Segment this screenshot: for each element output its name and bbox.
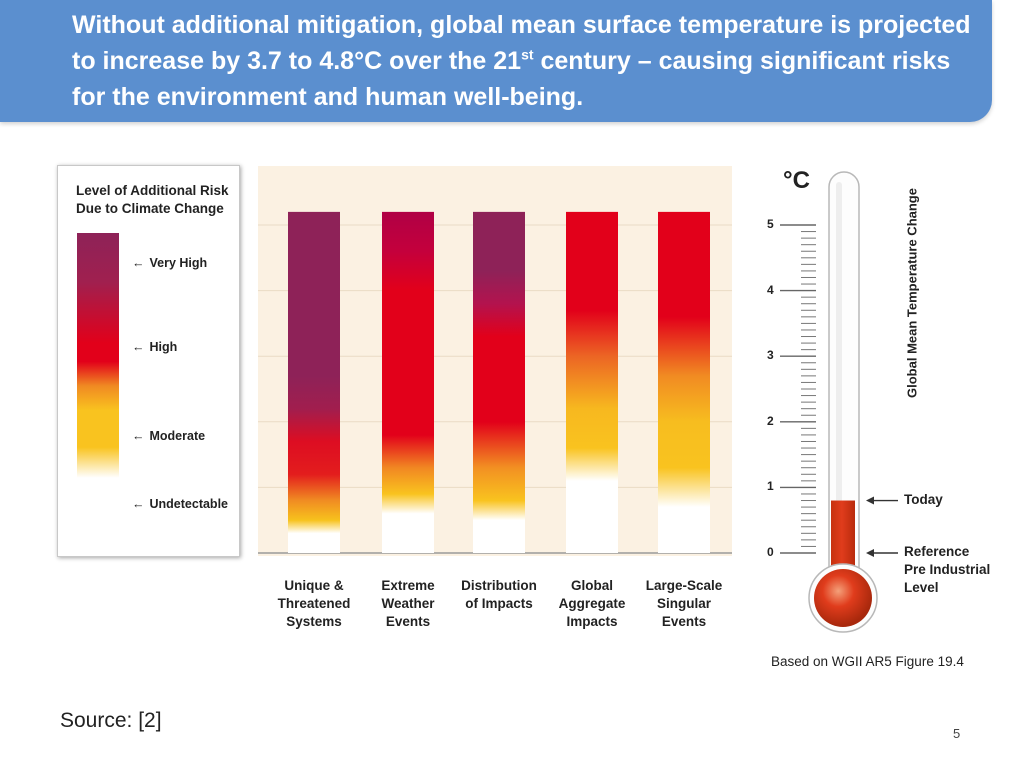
source-note: Source: [2]	[60, 709, 162, 732]
legend-level-high: ← High	[132, 340, 177, 354]
callout-line-text: Level	[904, 580, 939, 595]
y-axis-title: Global Mean Temperature Change	[904, 188, 920, 398]
callout-today: Today	[904, 491, 943, 509]
legend-level-label: Moderate	[149, 429, 206, 443]
callout-line-text: Reference	[904, 544, 970, 559]
callout-line-text: Today	[904, 491, 943, 507]
category-label-line: Singular	[656, 596, 711, 611]
category-label: Extreme Weather Events	[358, 577, 458, 631]
callout-reference: Reference Pre Industrial Level	[904, 543, 990, 597]
callout-line-text: Pre Industrial	[904, 562, 991, 577]
risk-bar-2	[382, 211, 434, 553]
thermometer	[780, 171, 898, 633]
tick-label: 1	[767, 479, 774, 494]
unit-label: °C	[783, 167, 810, 194]
category-label-line: Events	[661, 614, 707, 629]
legend-level-very-high: ← Very High	[132, 256, 207, 270]
figure-credit: Based on WGII AR5 Figure 19.4	[771, 654, 964, 669]
category-label: Distribution of Impacts	[449, 577, 549, 613]
legend-level-moderate: ← Moderate	[132, 429, 205, 443]
tick-label: 2	[767, 413, 774, 428]
arrow-left-icon: ←	[132, 256, 145, 270]
category-label-line: Global	[570, 578, 613, 593]
risk-bar-1	[288, 211, 340, 553]
slide-title-text-end: century – causing significant risks for …	[72, 47, 951, 111]
category-label-line: Impacts	[566, 614, 618, 629]
category-label-line: of Impacts	[465, 596, 533, 611]
category-label: Global Aggregate Impacts	[542, 577, 642, 631]
category-label-line: Unique &	[284, 578, 344, 593]
category-label-line: Threatened	[277, 596, 351, 611]
tick-label: 3	[767, 348, 774, 363]
category-label: Unique & Threatened Systems	[264, 577, 364, 631]
title-banner: Without additional mitigation, global me…	[0, 0, 992, 122]
legend-level-label: High	[149, 340, 178, 354]
arrow-left-icon: ←	[132, 429, 145, 443]
arrow-left-icon	[866, 496, 874, 505]
risk-bar-3	[473, 211, 525, 553]
slide-title: Without additional mitigation, global me…	[72, 7, 972, 115]
category-label-line: Aggregate	[558, 596, 626, 611]
legend-level-label: Undetectable	[149, 497, 229, 511]
tick-label: 0	[767, 545, 774, 559]
legend-color-scale	[77, 233, 119, 539]
arrow-left-icon	[866, 549, 874, 557]
risk-bar-4	[566, 211, 618, 553]
category-label-line: Weather	[381, 596, 435, 611]
tick-label: 4	[767, 282, 774, 297]
slide-title-superscript: st	[521, 46, 534, 63]
category-label-line: Large-Scale	[645, 578, 723, 593]
legend-title-line-1: Level of Additional Risk	[76, 183, 229, 198]
category-label-line: Systems	[286, 614, 342, 629]
legend-level-undetectable: ← Undetectable	[132, 497, 228, 511]
category-label-line: Distribution	[461, 578, 537, 593]
risk-legend: Level of Additional Risk Due to Climate …	[57, 165, 240, 557]
legend-level-label: Very High	[149, 256, 208, 270]
risk-bar-5	[658, 211, 710, 553]
category-label-line: Events	[385, 614, 431, 629]
slide-number: 5	[953, 726, 961, 741]
thermometer-bulb	[814, 569, 872, 627]
category-label: Large-Scale Singular Events	[634, 577, 734, 631]
category-label-line: Extreme	[381, 578, 435, 593]
arrow-left-icon: ←	[132, 340, 145, 354]
legend-title-line-2: Due to Climate Change	[76, 201, 224, 216]
legend-title: Level of Additional Risk Due to Climate …	[76, 182, 229, 218]
thermometer-gloss	[836, 182, 842, 562]
tick-label: 5	[767, 217, 774, 231]
arrow-left-icon: ←	[132, 497, 145, 511]
risk-bars	[288, 211, 710, 553]
slide-title-text: Without additional mitigation, global me…	[72, 11, 971, 75]
